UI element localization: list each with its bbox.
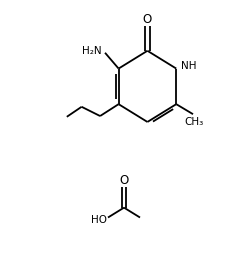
Text: O: O — [119, 174, 129, 187]
Text: NH: NH — [181, 61, 196, 71]
Text: CH₃: CH₃ — [184, 117, 203, 127]
Text: H₂N: H₂N — [82, 46, 101, 56]
Text: HO: HO — [91, 215, 107, 225]
Text: O: O — [143, 14, 152, 26]
